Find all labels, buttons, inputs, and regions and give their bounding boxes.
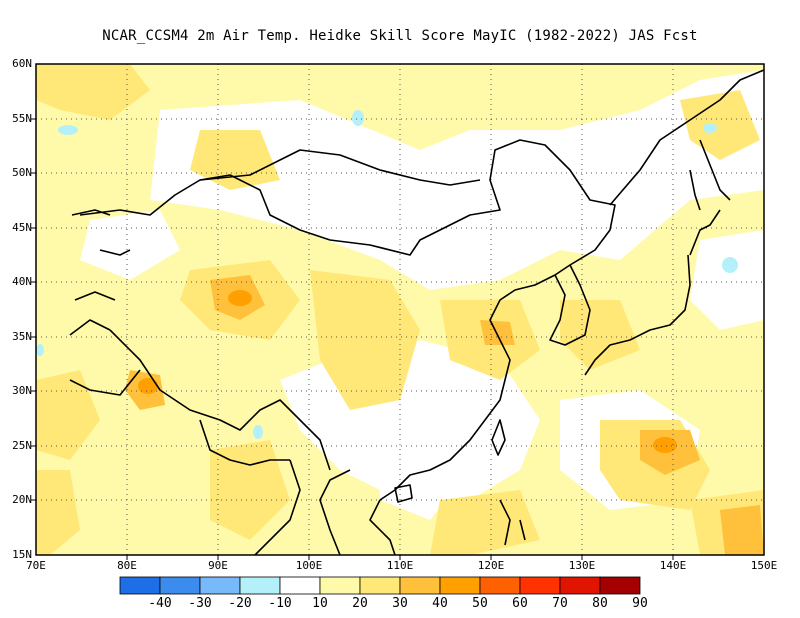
colorbar-swatch	[399, 576, 441, 595]
lon-label-150e: 150E	[750, 559, 778, 572]
lon-label-120e: 120E	[477, 559, 505, 572]
colorbar-label: 80	[592, 596, 608, 611]
lat-label-20n: 20N	[12, 493, 32, 506]
colorbar-label: -10	[268, 596, 292, 611]
lat-label-45n: 45N	[12, 221, 32, 234]
colorbar-swatch	[479, 576, 521, 595]
colorbar-swatch	[359, 576, 401, 595]
lon-label-70e: 70E	[26, 559, 46, 572]
colorbar-label: 70	[552, 596, 568, 611]
lat-label-50n: 50N	[12, 166, 32, 179]
lat-label-60n: 60N	[12, 57, 32, 70]
colorbar-swatch	[239, 576, 281, 595]
colorbar-swatch	[519, 576, 561, 595]
coastlines-borders	[69, 69, 764, 555]
colorbar-swatch	[159, 576, 201, 595]
lon-label-130e: 130E	[568, 559, 596, 572]
lon-label-90e: 90E	[208, 559, 228, 572]
lat-label-40n: 40N	[12, 275, 32, 288]
lat-label-55n: 55N	[12, 112, 32, 125]
lon-label-100e: 100E	[295, 559, 323, 572]
lon-label-140e: 140E	[659, 559, 687, 572]
colorbar-swatch	[119, 576, 161, 595]
hss-40-50-regions	[138, 290, 677, 453]
colorbar-label: -30	[188, 596, 212, 611]
graticule	[36, 64, 764, 555]
colorbar-label: 40	[432, 596, 448, 611]
hss-negative-regions	[36, 110, 738, 439]
lon-label-80e: 80E	[117, 559, 137, 572]
colorbar-label: 90	[632, 596, 648, 611]
lat-label-15n: 15N	[12, 548, 32, 561]
colorbar-swatch	[599, 576, 641, 595]
colorbar-label: 20	[352, 596, 368, 611]
colorbar-swatch	[319, 576, 361, 595]
colorbar-swatch	[439, 576, 481, 595]
lat-label-35n: 35N	[12, 330, 32, 343]
colorbar-swatch	[279, 576, 321, 595]
colorbar-label: -40	[148, 596, 172, 611]
plot-title: NCAR_CCSM4 2m Air Temp. Heidke Skill Sco…	[102, 28, 698, 44]
colorbar-label: 10	[312, 596, 328, 611]
lon-label-110e: 110E	[386, 559, 414, 572]
colorbar-swatch	[559, 576, 601, 595]
colorbar	[119, 576, 641, 595]
colorbar-label: 30	[392, 596, 408, 611]
colorbar-swatch	[199, 576, 241, 595]
lat-label-25n: 25N	[12, 439, 32, 452]
lat-label-30n: 30N	[12, 384, 32, 397]
axis-ticks	[31, 118, 674, 560]
colorbar-label: 60	[512, 596, 528, 611]
colorbar-label: 50	[472, 596, 488, 611]
colorbar-label: -20	[228, 596, 252, 611]
